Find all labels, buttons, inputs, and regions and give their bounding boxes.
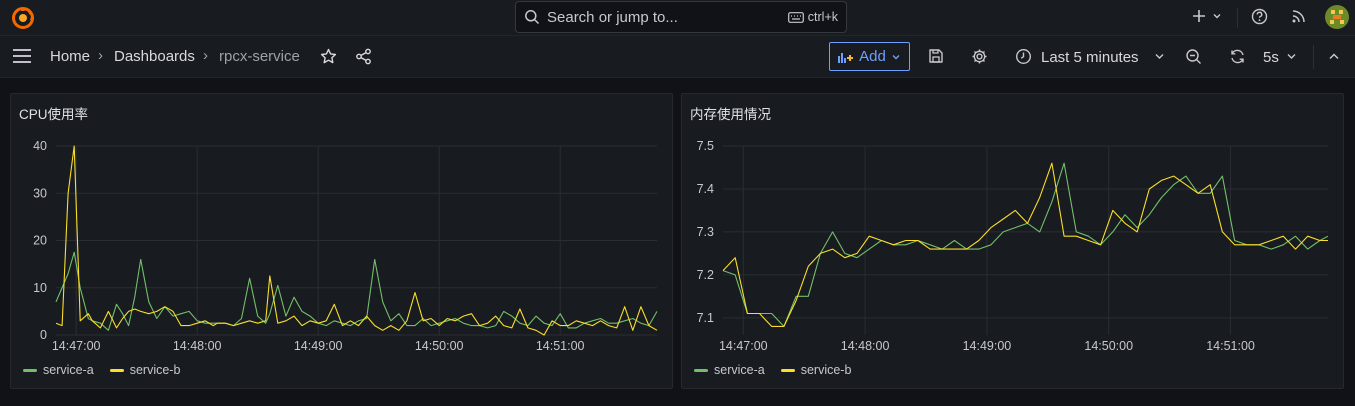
avatar-icon [1325,5,1349,29]
chevron-down-icon [892,54,900,59]
legend-item-service-b[interactable]: service-b [109,363,181,377]
zoom-out-icon [1186,49,1201,64]
user-avatar[interactable] [1325,5,1349,29]
chevron-up-icon [1329,53,1339,60]
time-range-label[interactable]: Last 5 minutes [1041,49,1139,66]
y-tick-label: 40 [33,139,47,153]
gear-icon [972,49,987,64]
chart-legend: service-a service-b [694,363,851,377]
x-tick-label: 14:47:00 [52,339,101,353]
time-picker-button[interactable] [1015,48,1032,65]
chevron-down-icon [1213,14,1221,19]
series-line-service-b [722,162,1328,327]
series-line-service-a [55,251,658,331]
star-icon [320,48,337,64]
add-panel-icon [838,52,854,63]
search-shortcut: ctrl+k [787,10,838,24]
breadcrumb-dashboards[interactable]: Dashboards [114,48,195,65]
x-tick-label: 14:48:00 [841,339,890,353]
search-input[interactable]: Search or jump to... ctrl+k [515,1,847,33]
cpu-usage-chart: 0 10 20 30 40 14:47:00 14:48:00 14:49:00 14:50:0… [33,139,658,353]
breadcrumb-separator-icon: › [203,47,208,64]
memory-usage-chart: 7.1 7.2 7.3 7.4 7.5 14:47:00 14:48:00 14:49:00 1… [697,139,1329,353]
x-tick-label: 14:47:00 [719,339,768,353]
chevron-down-icon [1287,54,1296,59]
rss-icon [1292,10,1305,23]
x-tick-label: 14:50:00 [1084,339,1133,353]
zoom-out-button[interactable] [1185,48,1202,65]
chevron-down-icon [1155,54,1164,59]
panel-memory-usage[interactable]: 内存使用情况 7.1 7.2 7.3 7.4 7.5 14:47:00 14:48:00 14… [681,93,1344,389]
save-icon [929,49,943,63]
panel-title: 内存使用情况 [690,107,771,122]
y-tick-label: 7.4 [697,182,714,196]
refresh-button[interactable] [1229,48,1246,65]
x-tick-label: 14:51:00 [1206,339,1255,353]
search-shortcut-label: ctrl+k [807,10,838,24]
navbar-divider [1313,45,1314,69]
dashboard-settings-button[interactable] [971,48,988,65]
legend-label: service-a [714,363,765,377]
legend-swatch [780,368,795,372]
grafana-logo-icon[interactable] [10,5,36,31]
search-placeholder: Search or jump to... [547,8,678,26]
topbar-divider [1237,8,1238,28]
share-button[interactable] [355,48,372,65]
panel-cpu-usage[interactable]: CPU使用率 0 10 20 30 40 14:47:00 14:48:00 14:49:00… [10,93,673,389]
chart-legend: service-a service-b [23,363,180,377]
help-circle-icon [1251,8,1268,25]
add-button[interactable]: Add [829,42,910,71]
y-tick-label: 7.1 [697,311,714,325]
collapse-navbar-button[interactable] [1328,51,1340,62]
new-menu-button[interactable] [1191,8,1223,24]
legend-item-service-b[interactable]: service-b [780,363,852,377]
keyboard-icon [787,11,804,23]
legend-item-service-a[interactable]: service-a [23,363,94,377]
series-line-service-b [55,145,658,336]
time-range-dropdown[interactable] [1154,51,1165,62]
legend-swatch [109,368,124,372]
legend-item-service-a[interactable]: service-a [694,363,765,377]
clock-icon [1015,48,1032,65]
refresh-icon [1231,49,1244,64]
hamburger-icon [13,49,31,63]
y-tick-label: 30 [33,186,47,200]
favorite-button[interactable] [320,48,337,65]
x-tick-label: 14:49:00 [963,339,1012,353]
save-dashboard-button[interactable] [928,48,944,64]
x-tick-label: 14:48:00 [173,339,222,353]
menu-button[interactable] [12,48,32,64]
news-feed-button[interactable] [1291,8,1307,24]
breadcrumb-separator-icon: › [98,47,103,64]
refresh-interval-label[interactable]: 5s [1263,49,1279,66]
legend-swatch [694,368,708,372]
top-bar: Search or jump to... ctrl+k [0,0,1355,36]
y-tick-label: 7.5 [697,139,714,153]
refresh-interval-dropdown[interactable] [1286,51,1297,62]
legend-label: service-b [800,363,852,377]
plus-icon [1193,10,1205,22]
y-tick-label: 7.3 [697,225,714,239]
y-tick-label: 10 [33,281,47,295]
share-icon [356,48,371,65]
search-icon [525,10,540,25]
y-tick-label: 20 [33,234,47,248]
x-tick-label: 14:50:00 [415,339,464,353]
panel-title: CPU使用率 [19,107,89,122]
add-button-label: Add [859,48,886,65]
breadcrumb-home[interactable]: Home [50,48,91,65]
y-tick-label: 0 [40,328,47,342]
legend-label: service-b [129,363,181,377]
dashboard-navbar: Home › Dashboards › rpcx-service Add Las… [0,36,1355,78]
legend-label: service-a [43,363,94,377]
x-tick-label: 14:51:00 [536,339,585,353]
y-tick-label: 7.2 [697,268,714,282]
breadcrumb-current: rpcx-service [219,48,300,65]
legend-swatch [23,368,37,372]
help-button[interactable] [1251,8,1268,25]
x-tick-label: 14:49:00 [294,339,343,353]
